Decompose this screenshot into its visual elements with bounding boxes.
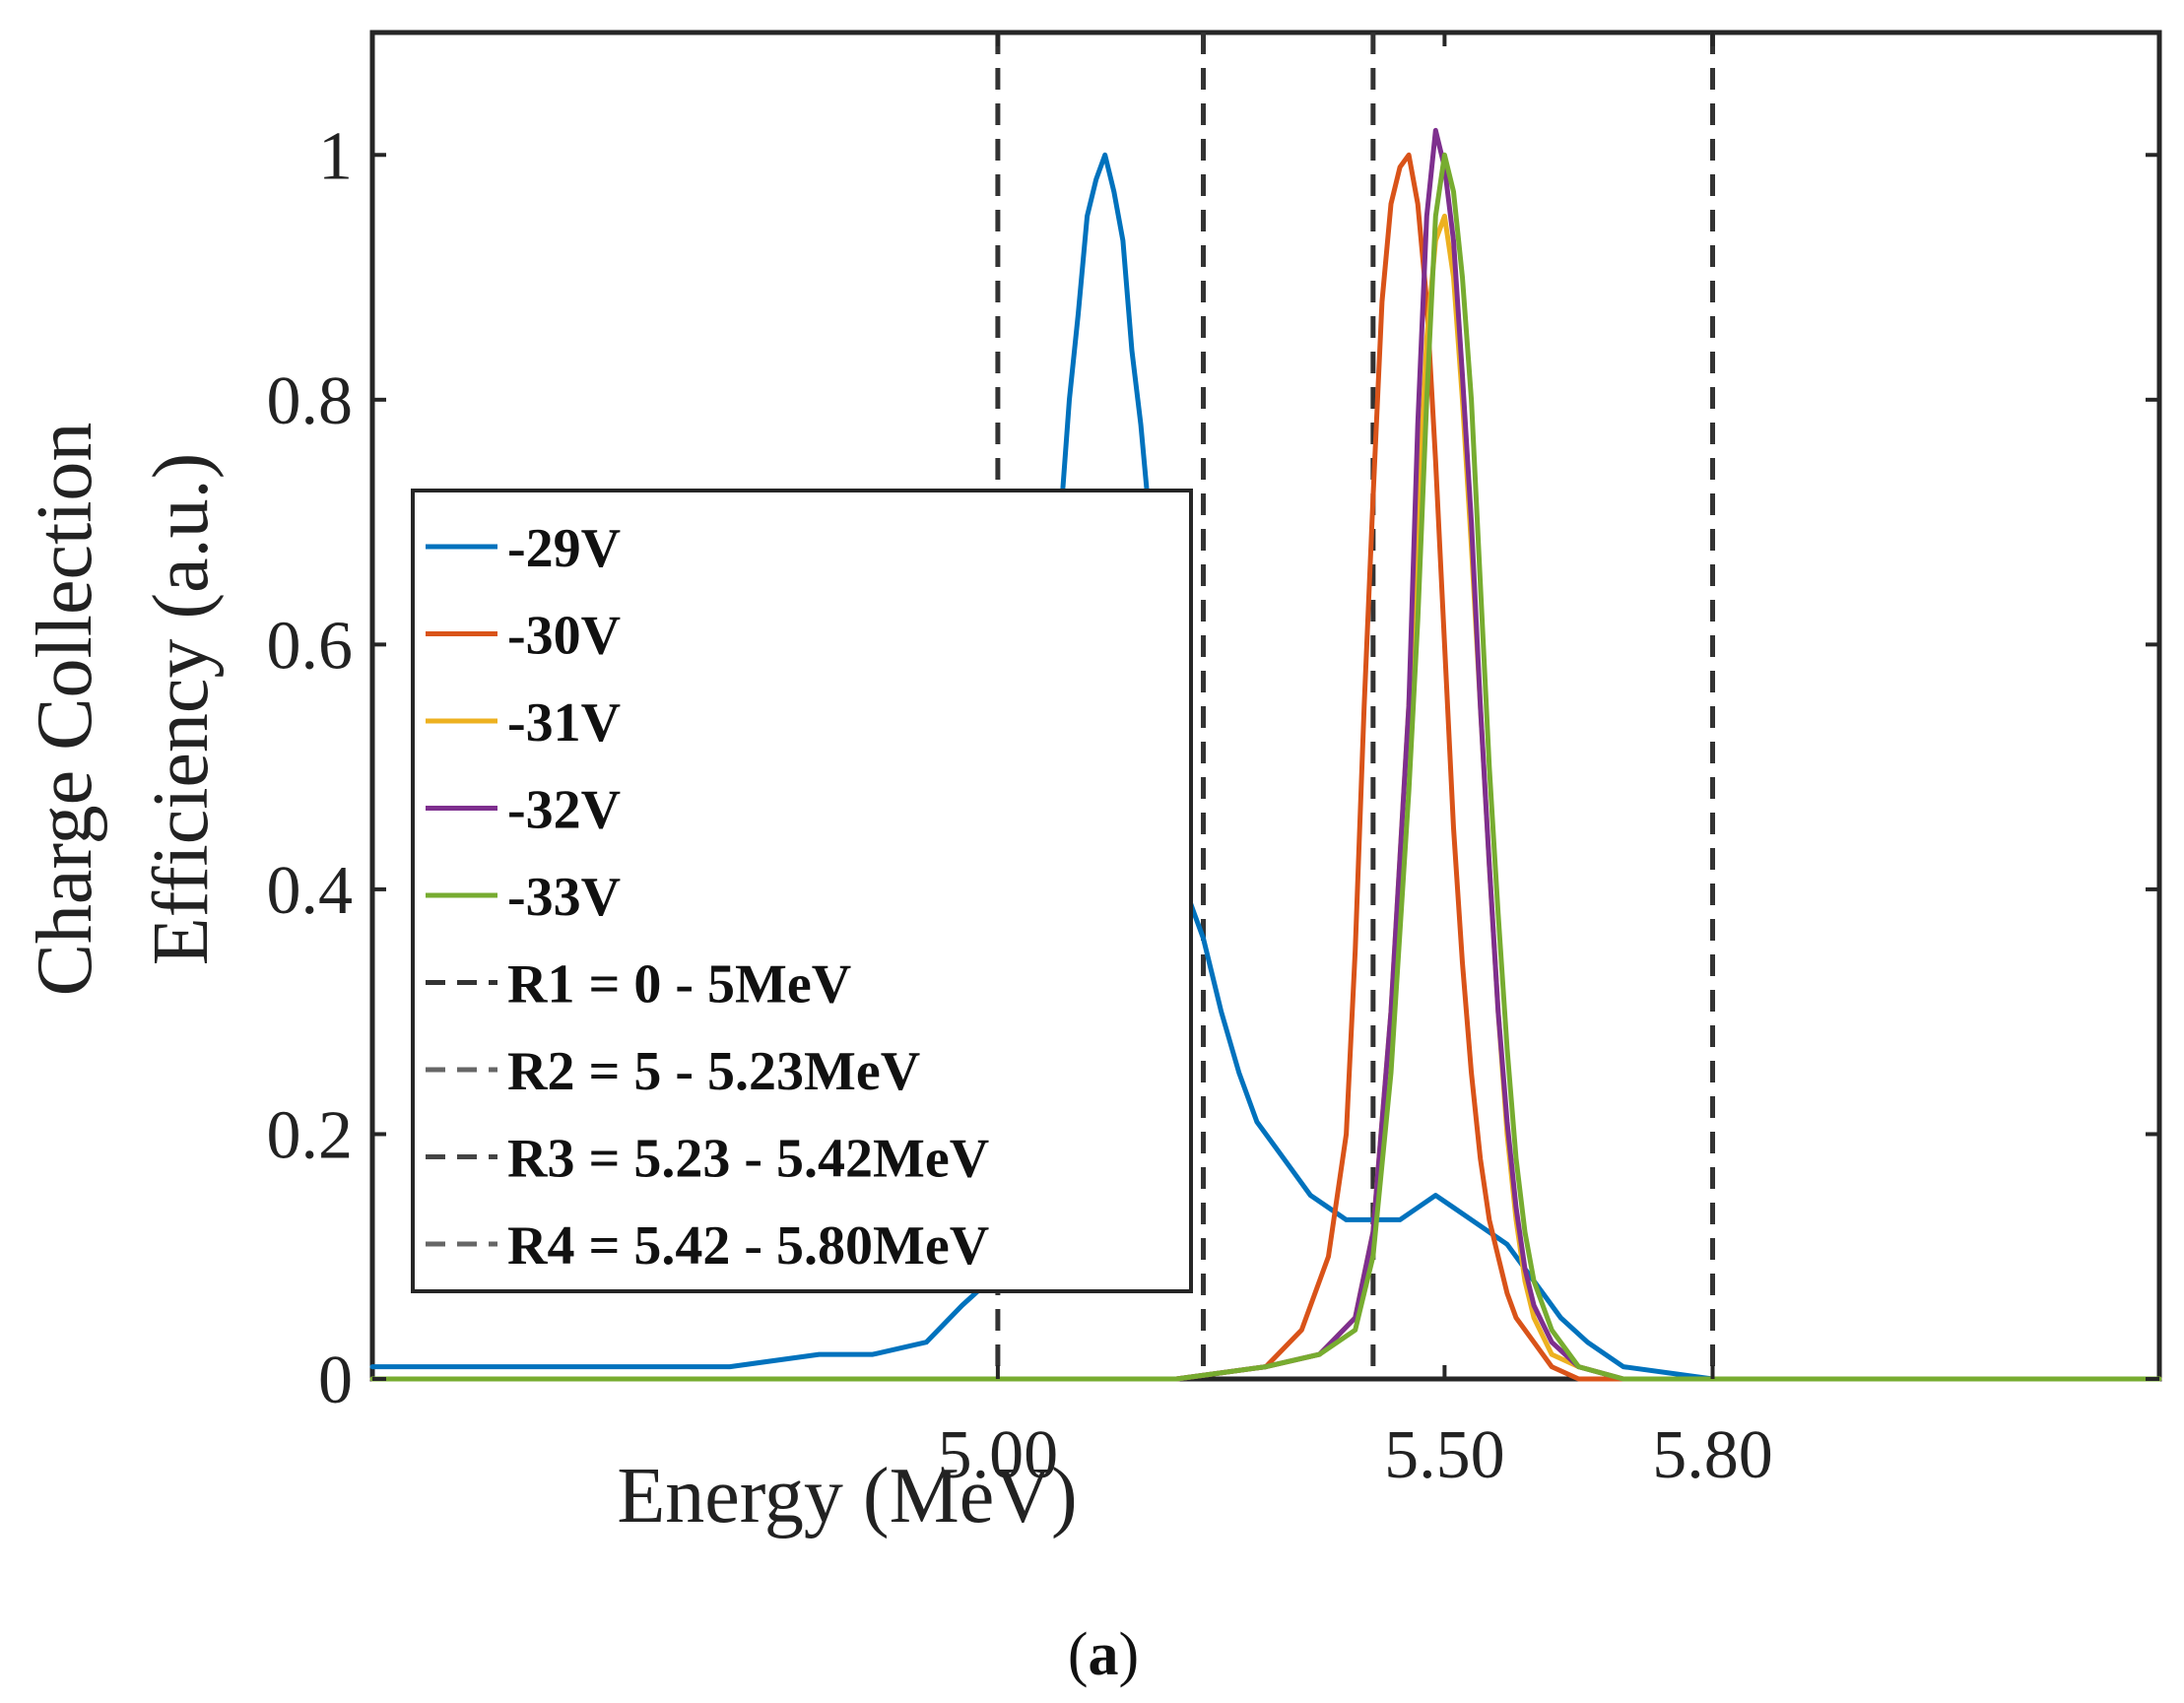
legend: -29V -30V -31V -32V -33V R1 = 0 - 5MeV R2 = 5 … xyxy=(411,489,1193,1293)
legend-entry: R1 = 0 - 5MeV xyxy=(426,954,851,1015)
figure-caption: (a) xyxy=(1068,1621,1139,1688)
series-line-33VV xyxy=(369,152,2162,1382)
legend-entry: R3 = 5.23 - 5.42MeV xyxy=(426,1129,989,1190)
y-axis-title-line1: Charge Collection xyxy=(22,423,108,997)
caption-open-paren: ( xyxy=(1068,1621,1089,1688)
y-tick-label: 0.2 xyxy=(267,1097,354,1173)
series-line-32VV xyxy=(369,127,2162,1382)
legend-entry: -29V xyxy=(426,518,621,579)
legend-entry: R2 = 5 - 5.23MeV xyxy=(426,1041,920,1102)
y-axis-title-line2: Efficiency (a.u.) xyxy=(138,453,225,965)
caption-close-paren: ) xyxy=(1119,1621,1140,1688)
y-tick-label: 0.4 xyxy=(267,853,354,929)
legend-entry: -31V xyxy=(426,692,621,753)
caption-letter: a xyxy=(1089,1621,1119,1688)
x-tick-label: 5.50 xyxy=(1384,1417,1505,1493)
region-boundary-lines xyxy=(995,33,1715,1379)
y-tick-label: 0.6 xyxy=(267,608,354,684)
legend-label: R4 = 5.42 - 5.80MeV xyxy=(507,1215,989,1277)
x-tick-label: 5.00 xyxy=(938,1417,1059,1493)
legend-label: -30V xyxy=(507,606,621,667)
legend-entry: R4 = 5.42 - 5.80MeV xyxy=(426,1215,989,1277)
legend-label: -29V xyxy=(507,518,621,579)
legend-label: R1 = 0 - 5MeV xyxy=(507,954,851,1015)
legend-label: -33V xyxy=(507,867,621,928)
y-tick-label: 1 xyxy=(318,118,353,194)
tick-labels: 0 0.2 0.4 0.6 0.8 1 5.00 5.50 5.80 xyxy=(267,118,1773,1493)
legend-box xyxy=(411,489,1193,1293)
series-line-30VV xyxy=(369,152,2162,1382)
legend-label: R3 = 5.23 - 5.42MeV xyxy=(507,1129,989,1190)
plot-area-frame xyxy=(369,30,2162,1382)
legend-entry: -32V xyxy=(426,780,621,841)
y-tick-label: 0 xyxy=(318,1343,353,1418)
legend-entry: -33V xyxy=(426,867,621,928)
y-tick-label: 0.8 xyxy=(267,363,354,439)
x-axis-title: Energy (MeV) xyxy=(617,1453,1077,1539)
legend-label: -32V xyxy=(507,780,621,841)
x-tick-label: 5.80 xyxy=(1652,1417,1773,1493)
legend-label: R2 = 5 - 5.23MeV xyxy=(507,1041,920,1102)
legend-label: -31V xyxy=(507,692,621,753)
legend-entry: -30V xyxy=(426,606,621,667)
axis-ticks xyxy=(372,33,2159,1381)
